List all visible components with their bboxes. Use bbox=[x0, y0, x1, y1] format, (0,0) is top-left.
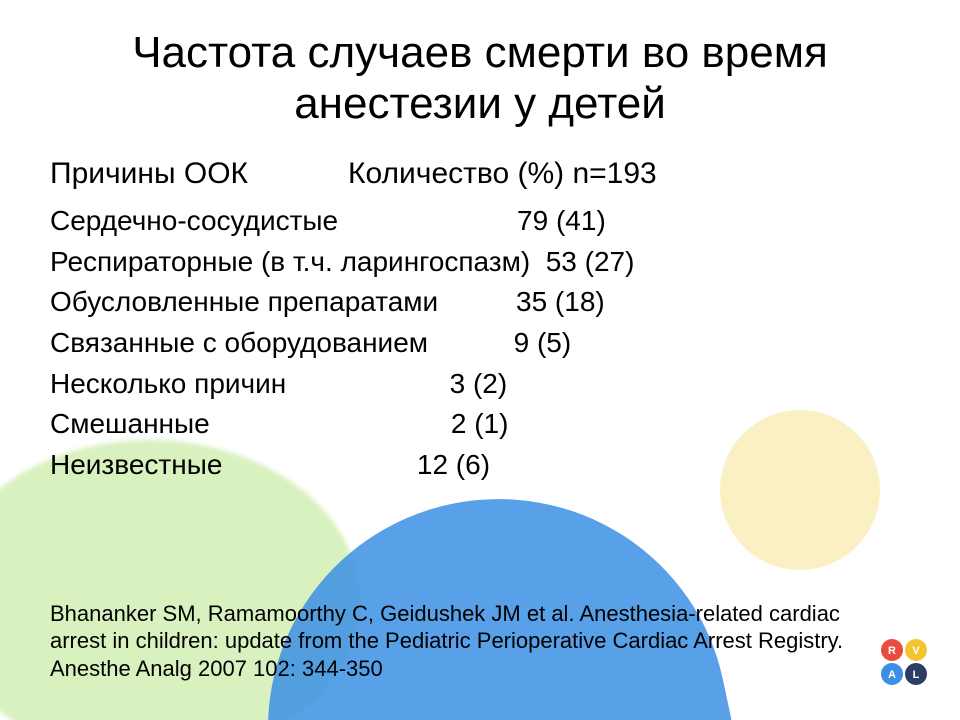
row-value: 2 (1) bbox=[451, 408, 509, 439]
slide-title: Частота случаев смерти во время анестези… bbox=[50, 28, 910, 129]
table-row: Обусловленные препаратами 35 (18) bbox=[50, 282, 910, 323]
svg-text:R: R bbox=[888, 645, 896, 657]
row-label: Сердечно-сосудистые bbox=[50, 205, 338, 236]
table-header: Причины ООК Количество (%) n=193 bbox=[50, 157, 910, 191]
table-row: Респираторные (в т.ч. ларингоспазм) 53 (… bbox=[50, 242, 910, 283]
row-label: Респираторные (в т.ч. ларингоспазм) bbox=[50, 246, 530, 277]
row-label: Неизвестные bbox=[50, 449, 222, 480]
table-row: Неизвестные 12 (6) bbox=[50, 445, 910, 486]
header-col2: Количество (%) n=193 bbox=[348, 157, 657, 190]
row-value: 79 (41) bbox=[517, 205, 606, 236]
header-col1: Причины ООК bbox=[50, 157, 248, 190]
row-value: 12 (6) bbox=[417, 449, 490, 480]
row-label: Смешанные bbox=[50, 408, 210, 439]
row-label: Связанные с оборудованием bbox=[50, 327, 428, 358]
slide-container: Частота случаев смерти во время анестези… bbox=[0, 0, 960, 720]
svg-text:A: A bbox=[888, 669, 896, 681]
citation-text: Bhananker SM, Ramamoorthy C, Geidushek J… bbox=[50, 600, 860, 683]
row-value: 53 (27) bbox=[546, 246, 635, 277]
table-row: Сердечно-сосудистые 79 (41) bbox=[50, 201, 910, 242]
table-row: Смешанные 2 (1) bbox=[50, 404, 910, 445]
table-row: Несколько причин 3 (2) bbox=[50, 364, 910, 405]
svg-text:V: V bbox=[912, 645, 920, 657]
row-value: 3 (2) bbox=[450, 368, 508, 399]
row-value: 35 (18) bbox=[516, 286, 605, 317]
corner-logo-icon: R V A L bbox=[876, 634, 932, 690]
svg-text:L: L bbox=[913, 669, 920, 681]
table-row: Связанные с оборудованием 9 (5) bbox=[50, 323, 910, 364]
row-label: Несколько причин bbox=[50, 368, 286, 399]
row-value: 9 (5) bbox=[514, 327, 572, 358]
row-label: Обусловленные препаратами bbox=[50, 286, 438, 317]
